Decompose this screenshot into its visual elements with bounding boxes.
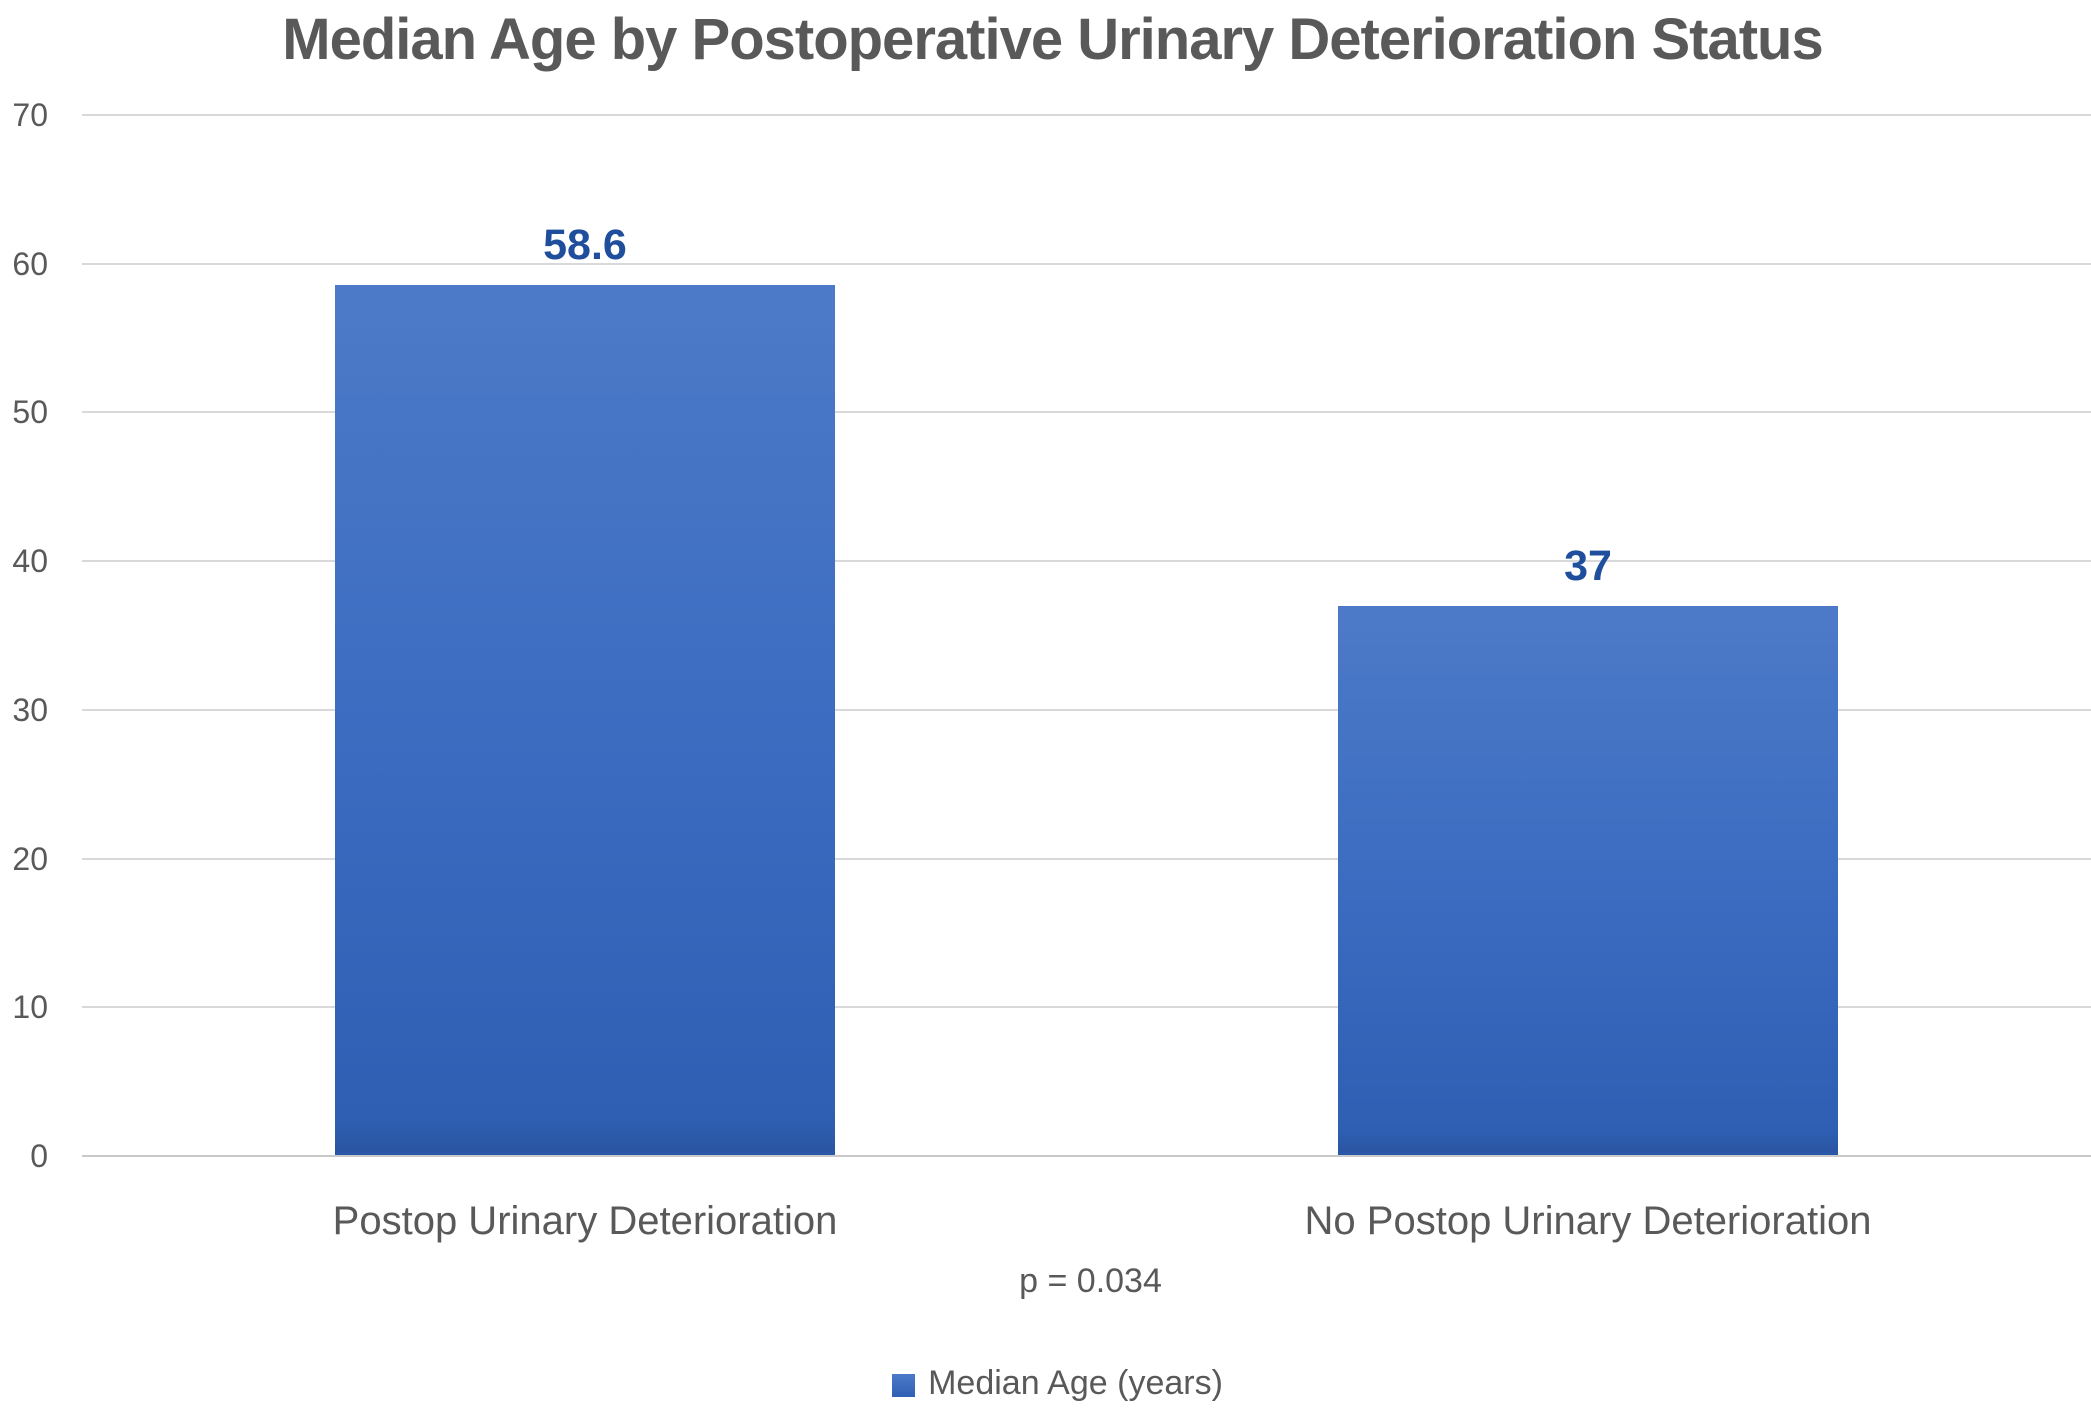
y-axis-tick-label: 0 xyxy=(30,1138,48,1174)
gridline xyxy=(82,560,2091,563)
gridline xyxy=(82,114,2091,116)
gridline xyxy=(82,262,2091,265)
chart-title: Median Age by Postoperative Urinary Dete… xyxy=(282,7,1823,72)
plot-area: 0 10 20 30 40 50 60 70 58.6 37 xyxy=(12,99,2091,1172)
bar-fill xyxy=(335,284,835,1156)
legend-marker-square-icon xyxy=(892,1373,916,1397)
bar-fill xyxy=(1338,605,1838,1156)
y-axis-tick-label: 50 xyxy=(12,394,48,431)
data-label-no-postop: 37 xyxy=(1564,541,1612,590)
y-axis-tick-label: 20 xyxy=(12,840,48,877)
data-label-postop: 58.6 xyxy=(543,220,627,269)
legend: Median Age (years) xyxy=(12,1366,2091,1400)
y-axis-tick-label: 10 xyxy=(12,989,48,1026)
bar-postop-urinary-deterioration: 58.6 xyxy=(335,223,835,1156)
gridline xyxy=(82,411,2091,414)
y-axis-tick-label: 70 xyxy=(12,97,48,133)
x-axis-category-label-no-postop: No Postop Urinary Deterioration xyxy=(1304,1199,1872,1243)
x-axis-category-label-postop: Postop Urinary Deterioration xyxy=(332,1199,838,1243)
y-axis-tick-label: 60 xyxy=(12,245,48,282)
gridline xyxy=(82,708,2091,711)
p-value-annotation: p = 0.034 xyxy=(1019,1262,1162,1300)
y-axis-tick-label: 30 xyxy=(12,691,48,728)
bar-no-postop-urinary-deterioration: 37 xyxy=(1338,544,1838,1156)
legend-series-label: Median Age (years) xyxy=(928,1364,1223,1402)
gridline xyxy=(82,857,2091,860)
y-axis: 0 10 20 30 40 50 60 70 xyxy=(0,99,48,1172)
y-axis-tick-label: 40 xyxy=(12,543,48,580)
gridline xyxy=(82,1006,2091,1009)
x-axis-line xyxy=(82,1155,2091,1157)
